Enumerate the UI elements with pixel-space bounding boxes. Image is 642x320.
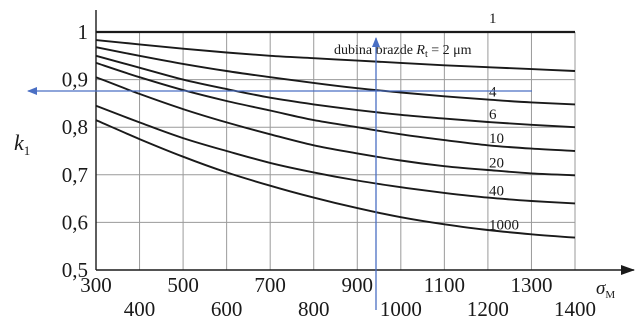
- x-tick-label: 1000: [380, 297, 422, 320]
- x-axis-title-main: σ: [596, 278, 606, 299]
- curve-label-6: 6: [489, 107, 497, 123]
- axes: [95, 10, 635, 275]
- curve-label-40: 40: [489, 183, 504, 199]
- x-tick-label: 900: [342, 273, 374, 297]
- annotation-text: dubina brazde Rt = 2 μm: [334, 43, 472, 60]
- x-tick-label: 300: [80, 273, 112, 297]
- series-line-1000: [95, 119, 576, 239]
- series-line-2: [95, 39, 576, 72]
- y-tick-label: 0,8: [62, 115, 88, 139]
- curve-label-10: 10: [489, 131, 504, 147]
- annotation-part: dubina brazde: [334, 43, 416, 58]
- x-tick-label: 800: [298, 297, 330, 320]
- curve-label-20: 20: [489, 155, 504, 171]
- x-axis-title-sub: M: [605, 289, 615, 301]
- y-tick-label: 1: [78, 20, 89, 44]
- series-line-40: [95, 104, 576, 205]
- y-axis-title-sub: 1: [24, 143, 31, 158]
- y-tick-label: 0,5: [62, 258, 88, 282]
- annotation-subscript: t: [425, 49, 428, 60]
- curve-label-1000: 1000: [489, 218, 519, 234]
- series-line-4: [95, 46, 576, 106]
- series-line-10: [95, 61, 576, 152]
- x-tick-label: 700: [254, 273, 286, 297]
- curve-label-4: 4: [489, 84, 497, 100]
- curve-label-1: 1: [489, 11, 497, 27]
- y-tick-label: 0,7: [62, 163, 88, 187]
- curve-labels: 1 4 6 10 20 40 1000: [489, 11, 519, 234]
- x-tick-label: 600: [211, 297, 243, 320]
- series-line-6: [95, 54, 576, 129]
- y-axis-title: k1: [14, 130, 30, 158]
- x-tick-label: 1300: [510, 273, 552, 297]
- series-line-20: [95, 76, 576, 177]
- y-axis-title-main: k: [14, 130, 25, 155]
- x-tick-label: 400: [124, 297, 156, 320]
- annotation-symbol: R: [415, 43, 425, 58]
- grid: [96, 32, 576, 270]
- y-tick-label: 0,9: [62, 68, 88, 92]
- annotation-part: = 2 μm: [428, 43, 472, 58]
- y-tick-label: 0,6: [62, 210, 88, 234]
- x-axis-title: σM: [596, 278, 615, 301]
- x-tick-label: 1100: [424, 273, 465, 297]
- x-tick-label: 500: [167, 273, 199, 297]
- series-group: [95, 30, 576, 239]
- x-tick-label: 1400: [554, 297, 596, 320]
- x-tick-label: 1200: [467, 297, 509, 320]
